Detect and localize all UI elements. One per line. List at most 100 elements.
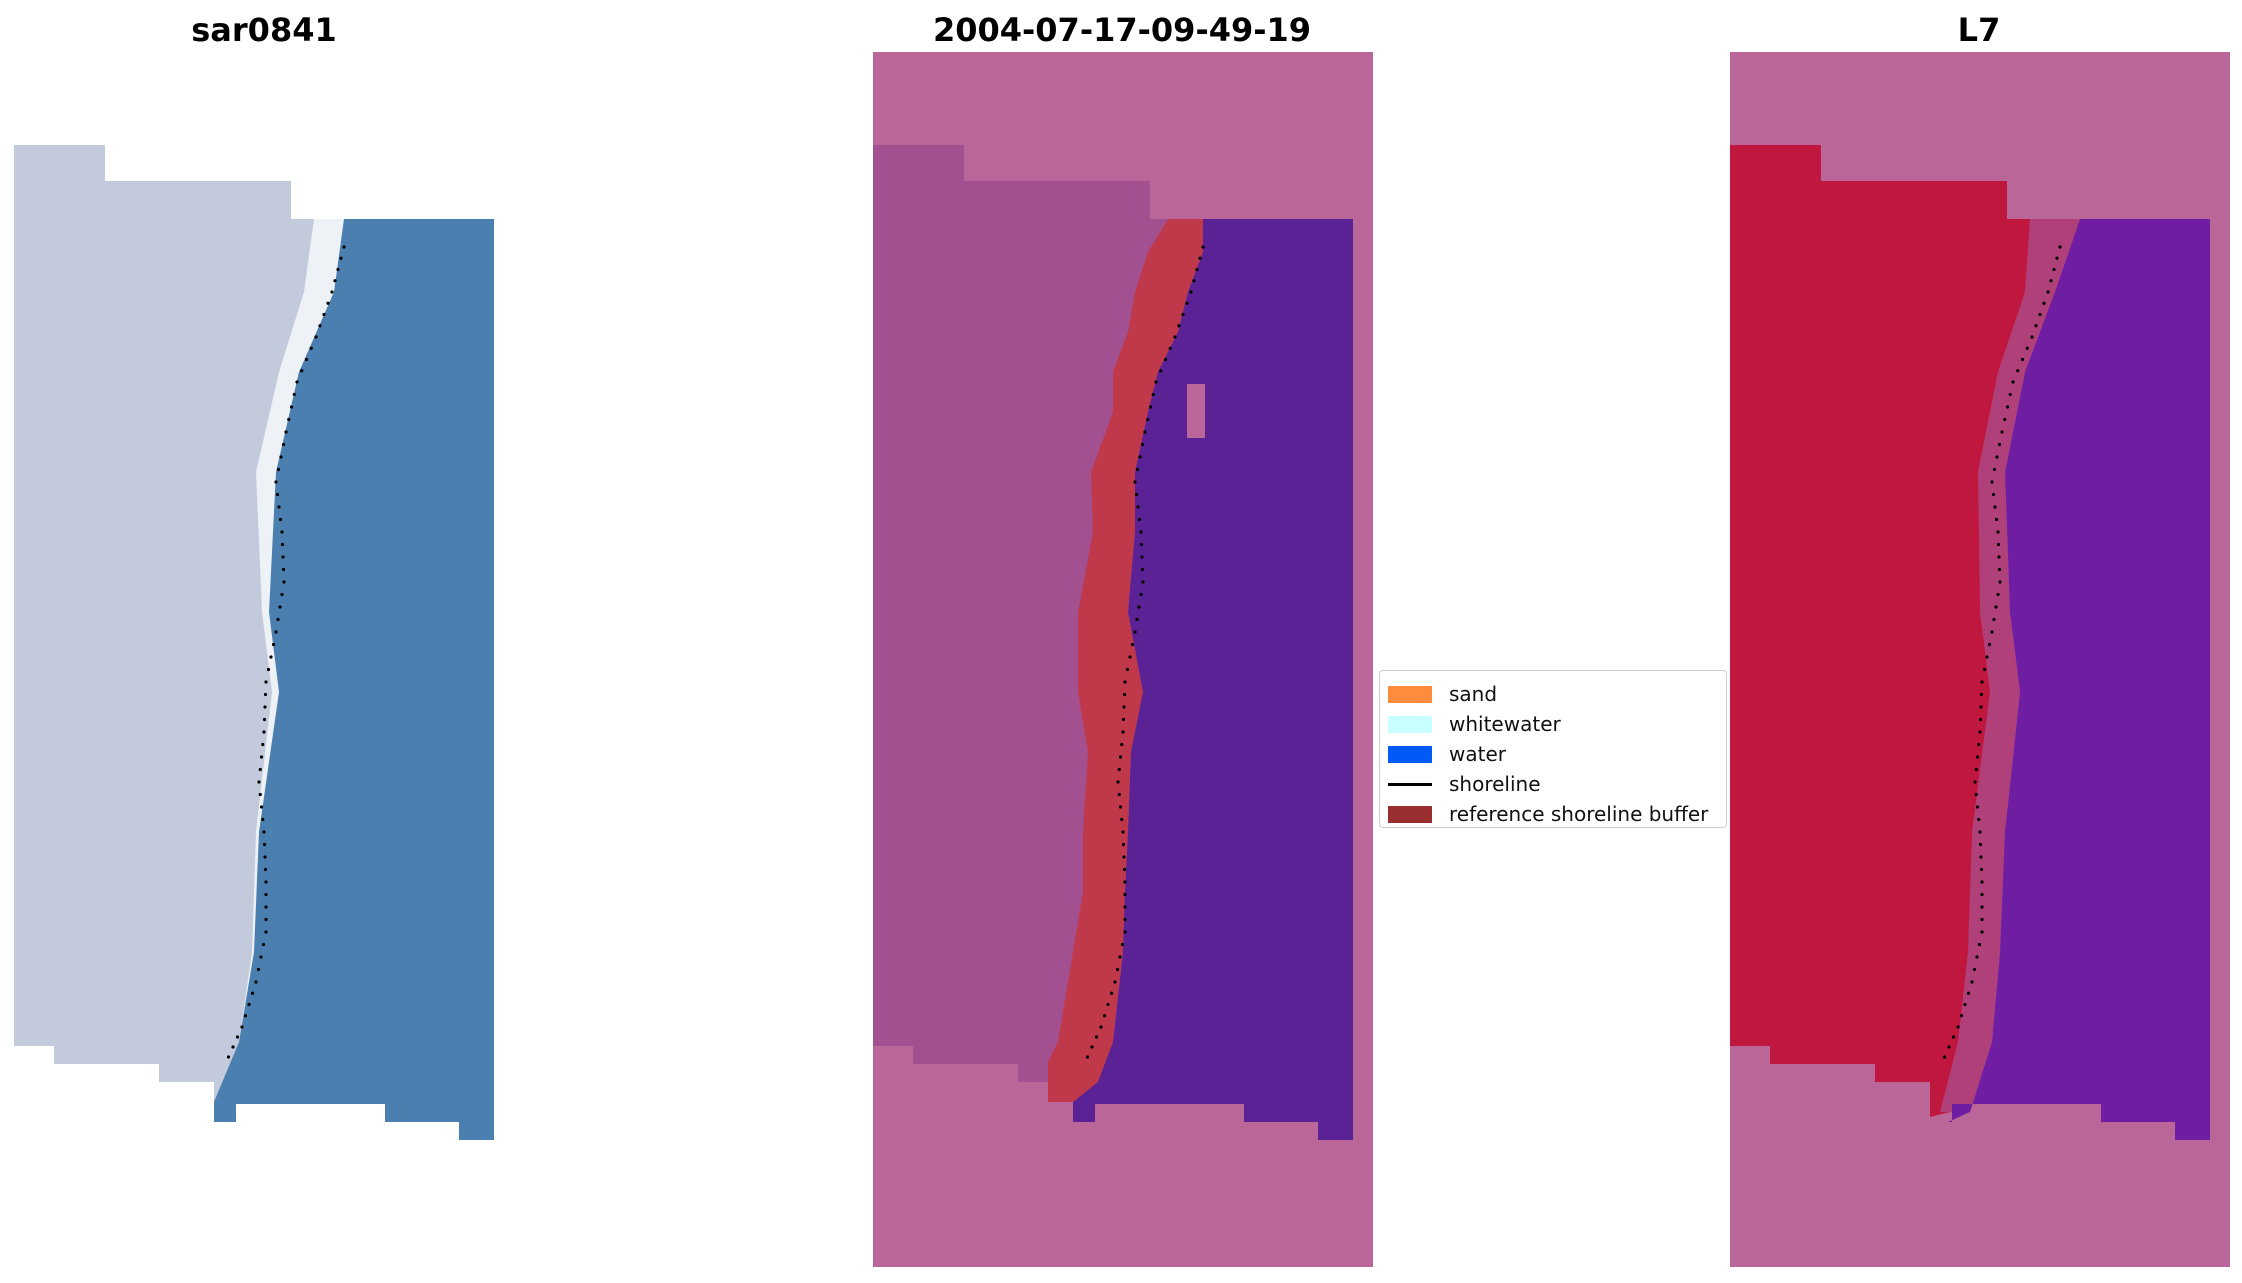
shoreline-point bbox=[1980, 892, 1984, 897]
shoreline-point bbox=[1975, 955, 1979, 959]
shoreline-point bbox=[1120, 942, 1125, 947]
shoreline-point bbox=[2011, 380, 2015, 384]
classified-image-panel bbox=[873, 52, 1373, 1267]
shoreline-point bbox=[1970, 980, 1974, 984]
shoreline-point bbox=[1146, 417, 1150, 422]
legend-item-shoreline: shoreline bbox=[1388, 769, 1541, 799]
shoreline-point bbox=[1122, 855, 1126, 859]
shoreline-point bbox=[1136, 505, 1140, 509]
shoreline-point bbox=[1997, 567, 2002, 572]
shoreline-point bbox=[1959, 1014, 1964, 1018]
shoreline-point bbox=[1177, 324, 1181, 328]
legend-item-reference-buffer: reference shoreline buffer bbox=[1388, 799, 1708, 829]
shoreline-point bbox=[2042, 301, 2046, 305]
shoreline-point bbox=[1121, 842, 1126, 847]
legend-swatch-shoreline bbox=[1388, 782, 1432, 786]
shoreline-point bbox=[336, 267, 340, 272]
shoreline-point bbox=[259, 805, 264, 809]
shoreline-point bbox=[281, 442, 286, 447]
shoreline-point bbox=[1151, 392, 1155, 397]
shoreline-point bbox=[287, 417, 291, 422]
shoreline-point bbox=[300, 369, 304, 373]
shoreline-point bbox=[1137, 517, 1142, 522]
shoreline-point bbox=[256, 967, 261, 972]
shoreline-point bbox=[2055, 256, 2059, 260]
shoreline-point bbox=[1135, 467, 1140, 472]
shoreline-point bbox=[1141, 580, 1145, 584]
shoreline-point bbox=[262, 842, 267, 847]
shoreline-point bbox=[1982, 667, 1987, 672]
shoreline-point bbox=[1185, 301, 1189, 305]
shoreline-point bbox=[2008, 392, 2012, 397]
legend-swatch-water bbox=[1388, 745, 1432, 763]
legend-swatch-reference-buffer bbox=[1388, 805, 1432, 823]
shoreline-point bbox=[2030, 335, 2034, 339]
shoreline-point bbox=[1123, 930, 1127, 934]
shoreline-point bbox=[280, 592, 284, 597]
shoreline-point bbox=[1135, 617, 1139, 622]
legend-item-sand: sand bbox=[1388, 679, 1497, 709]
shoreline-point bbox=[1121, 717, 1126, 722]
rgb-shoreline bbox=[226, 245, 346, 1059]
shoreline-point bbox=[1975, 755, 1980, 759]
shoreline-point bbox=[1102, 1014, 1107, 1018]
shoreline-point bbox=[1121, 730, 1125, 734]
shoreline-point bbox=[1201, 245, 1205, 249]
shoreline-point bbox=[1118, 955, 1122, 959]
shoreline-point bbox=[266, 667, 271, 672]
shoreline-point bbox=[1972, 967, 1977, 972]
shoreline-point bbox=[1139, 530, 1143, 534]
shoreline-point bbox=[1990, 630, 1994, 634]
shoreline-point bbox=[254, 980, 258, 984]
shoreline-point bbox=[2058, 245, 2062, 249]
shoreline-point bbox=[1956, 1025, 1960, 1029]
shoreline-point bbox=[1122, 692, 1127, 697]
shoreline-point bbox=[1181, 312, 1185, 317]
legend-swatch-sand bbox=[1388, 685, 1432, 703]
shoreline-point bbox=[1163, 357, 1168, 362]
shoreline-point bbox=[1998, 580, 2002, 584]
rgb-sea bbox=[214, 219, 494, 1140]
shoreline-point bbox=[263, 692, 268, 697]
shoreline-point bbox=[276, 617, 280, 622]
shoreline-point bbox=[274, 480, 278, 484]
shoreline-point bbox=[250, 991, 255, 995]
legend-label-reference-buffer: reference shoreline buffer bbox=[1449, 802, 1709, 826]
shoreline-point bbox=[1130, 642, 1135, 647]
shoreline-point bbox=[1973, 780, 1977, 784]
shoreline-point bbox=[1173, 335, 1177, 339]
shoreline-point bbox=[1189, 290, 1193, 294]
shoreline-point bbox=[1143, 430, 1147, 434]
shoreline-point bbox=[2005, 405, 2010, 409]
shoreline-point bbox=[1115, 967, 1120, 972]
shoreline-point bbox=[259, 955, 263, 959]
shoreline-point bbox=[262, 830, 266, 834]
shoreline-point bbox=[262, 717, 267, 722]
shoreline-point bbox=[1123, 680, 1127, 684]
shoreline-point bbox=[1978, 717, 1983, 722]
shoreline-point bbox=[271, 642, 276, 647]
shoreline-point bbox=[333, 279, 337, 283]
shoreline-point bbox=[1116, 780, 1120, 784]
index-transition-band bbox=[1940, 219, 2080, 1112]
shoreline-point bbox=[1134, 492, 1139, 497]
index-image-panel bbox=[1730, 52, 2230, 1267]
shoreline-point bbox=[1992, 467, 1997, 472]
shoreline-point bbox=[240, 1025, 244, 1029]
shoreline-point bbox=[1125, 667, 1130, 672]
shoreline-point bbox=[304, 357, 309, 362]
shoreline-point bbox=[1094, 1035, 1099, 1039]
shoreline-point bbox=[1120, 817, 1124, 822]
shoreline-point bbox=[1140, 567, 1145, 572]
shoreline-point bbox=[1118, 755, 1123, 759]
legend-item-whitewater: whitewater bbox=[1388, 709, 1561, 739]
shoreline-point bbox=[1979, 705, 1983, 709]
shoreline-point bbox=[322, 312, 326, 317]
shoreline-point bbox=[258, 792, 262, 797]
classified-image bbox=[873, 52, 1373, 1267]
shoreline-point bbox=[1951, 1035, 1956, 1039]
shoreline-point bbox=[1117, 767, 1121, 772]
shoreline-point bbox=[264, 680, 268, 684]
shoreline-point bbox=[1138, 455, 1142, 459]
shoreline-point bbox=[1109, 991, 1114, 995]
